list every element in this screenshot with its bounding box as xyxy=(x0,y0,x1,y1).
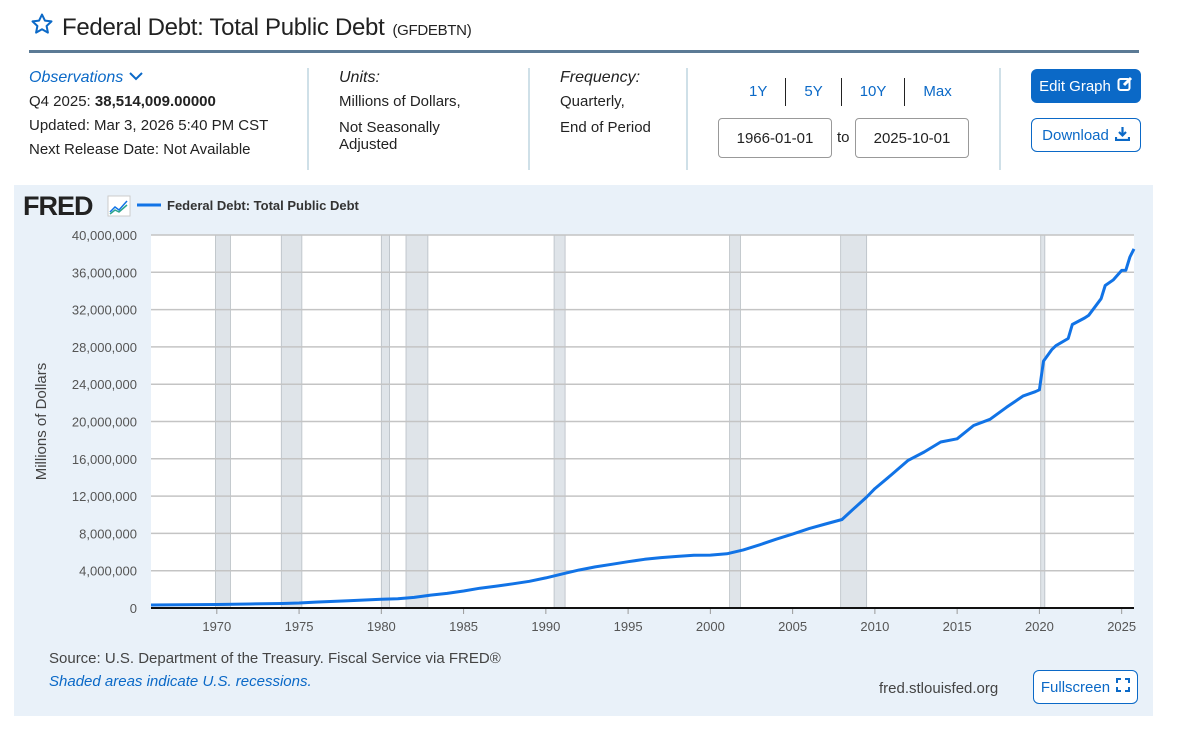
y-tick-label: 12,000,000 xyxy=(72,489,137,504)
series-line xyxy=(150,248,1136,607)
y-tick-label: 32,000,000 xyxy=(72,303,137,318)
observations-toggle[interactable]: Observations xyxy=(29,66,268,90)
frequency-label: Frequency: xyxy=(560,69,641,86)
chart-icon xyxy=(107,195,131,222)
download-icon xyxy=(1114,126,1130,145)
units-value: Millions of Dollars, xyxy=(339,93,461,110)
chevron-down-icon xyxy=(128,69,144,86)
fullscreen-icon xyxy=(1116,678,1131,696)
latest-label: Q4 2025: xyxy=(29,93,91,110)
title-divider xyxy=(29,50,1139,53)
observations-block: Observations Q4 2025: 38,514,009.00000 U… xyxy=(29,66,268,162)
x-tick-label: 2000 xyxy=(696,619,725,634)
page-title: Federal Debt: Total Public Debt (GFDEBTN… xyxy=(30,12,472,43)
frequency-block: Frequency: Quarterly, End of Period xyxy=(560,66,651,140)
chart-panel: FRED 0 4,000,000 8,000,000 12,000,000 16,000… xyxy=(14,185,1153,716)
range-max-button[interactable]: Max xyxy=(923,83,952,100)
units-block: Units: Millions of Dollars, Not Seasonal… xyxy=(339,66,461,153)
y-tick-label: 8,000,000 xyxy=(79,526,137,541)
x-tick-label: 1975 xyxy=(285,619,314,634)
start-date-input[interactable]: 1966-01-01 xyxy=(718,118,832,158)
edit-graph-label: Edit Graph xyxy=(1039,77,1111,95)
download-button[interactable]: Download xyxy=(1031,118,1141,152)
edit-graph-button[interactable]: Edit Graph xyxy=(1031,69,1141,103)
x-tick-label: 2010 xyxy=(860,619,889,634)
to-label: to xyxy=(837,129,850,146)
series-id: (GFDEBTN) xyxy=(392,22,472,39)
x-tick-label: 1985 xyxy=(449,619,478,634)
units-label: Units: xyxy=(339,69,380,86)
download-label: Download xyxy=(1042,126,1109,144)
observations-label: Observations xyxy=(29,69,124,86)
units-value-3: Adjusted xyxy=(339,136,398,153)
y-tick-label: 0 xyxy=(130,601,137,616)
edit-icon xyxy=(1117,76,1133,96)
units-value-2: Not Seasonally xyxy=(339,119,440,136)
y-tick-label: 16,000,000 xyxy=(72,452,137,467)
divider xyxy=(528,68,530,170)
divider xyxy=(686,68,688,170)
x-tick-label: 2005 xyxy=(778,619,807,634)
fullscreen-button[interactable]: Fullscreen xyxy=(1033,670,1138,704)
x-tick-label: 1995 xyxy=(614,619,643,634)
range-1y-button[interactable]: 1Y xyxy=(731,78,787,106)
x-tick-label: 1990 xyxy=(531,619,560,634)
chart-svg: 0 4,000,000 8,000,000 12,000,000 16,000,000 2… xyxy=(33,198,1136,634)
updated-text: Updated: Mar 3, 2026 5:40 PM CST xyxy=(29,117,269,134)
recessions-note-link[interactable]: Shaded areas indicate U.S. recessions. xyxy=(49,673,312,690)
next-release-text: Next Release Date: Not Available xyxy=(29,141,251,158)
y-axis-label: Millions of Dollars xyxy=(33,363,50,481)
y-tick-label: 28,000,000 xyxy=(72,340,137,355)
fullscreen-label: Fullscreen xyxy=(1040,678,1111,696)
y-tick-label: 4,000,000 xyxy=(79,564,137,579)
source-text: Source: U.S. Department of the Treasury.… xyxy=(49,650,501,667)
x-tick-label: 2025 xyxy=(1107,619,1136,634)
x-tick-label: 1980 xyxy=(367,619,396,634)
y-tick-label: 24,000,000 xyxy=(72,377,137,392)
x-tick-label: 1970 xyxy=(202,619,231,634)
site-text: fred.stlouisfed.org xyxy=(879,680,999,697)
x-tick-label: 2015 xyxy=(943,619,972,634)
divider xyxy=(307,68,309,170)
x-tick-label: 2020 xyxy=(1025,619,1054,634)
y-tick-label: 20,000,000 xyxy=(72,415,137,430)
latest-value: 38,514,009.00000 xyxy=(94,93,216,110)
divider xyxy=(999,68,1001,170)
fred-logo: FRED xyxy=(23,191,93,221)
range-10y-button[interactable]: 10Y xyxy=(842,78,906,106)
frequency-value: Quarterly, xyxy=(560,93,625,110)
end-date-input[interactable]: 2025-10-01 xyxy=(855,118,969,158)
y-tick-label: 40,000,000 xyxy=(72,228,137,243)
range-buttons: 1Y 5Y 10Y Max xyxy=(731,78,970,106)
series-title: Federal Debt: Total Public Debt xyxy=(62,13,385,41)
star-icon[interactable] xyxy=(30,12,54,43)
legend-label: Federal Debt: Total Public Debt xyxy=(167,198,360,213)
frequency-value-2: End of Period xyxy=(560,119,651,136)
range-5y-button[interactable]: 5Y xyxy=(786,78,842,106)
y-tick-label: 36,000,000 xyxy=(72,265,137,280)
